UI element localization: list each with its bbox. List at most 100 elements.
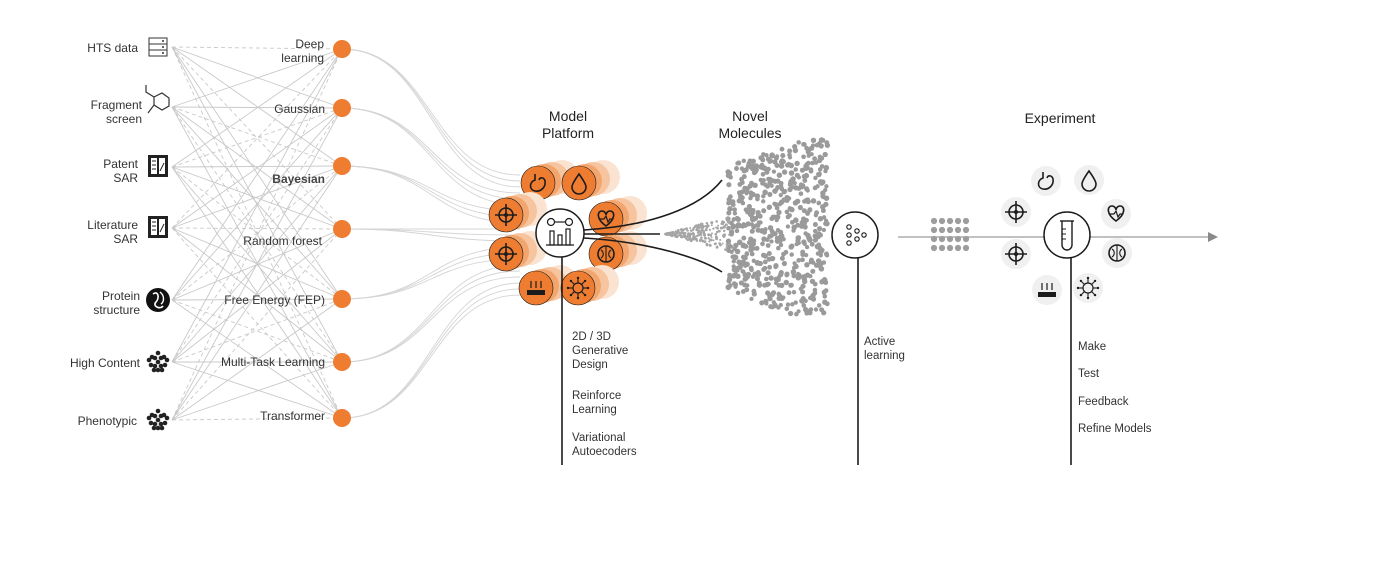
virus-spike-tip bbox=[566, 286, 570, 290]
molecule-dot bbox=[816, 303, 822, 308]
molecule-dot bbox=[776, 295, 783, 302]
cell-dot bbox=[159, 367, 165, 373]
molecule-dot bbox=[769, 152, 775, 158]
stomach-icon-bubble bbox=[1031, 166, 1061, 196]
cell-dot bbox=[152, 355, 158, 361]
heart-icon bbox=[1107, 205, 1125, 222]
molecule-dot bbox=[805, 188, 810, 193]
molecule-dot bbox=[767, 159, 772, 164]
molecule-dot bbox=[732, 211, 738, 216]
model-curve bbox=[341, 228, 521, 236]
molecule-dot bbox=[807, 295, 813, 301]
molecule-dot bbox=[765, 243, 771, 248]
model-label-fep: Free Energy (FEP) bbox=[224, 293, 325, 307]
cell-dot bbox=[158, 413, 164, 419]
molecule-dot bbox=[804, 272, 811, 278]
spray-dot bbox=[724, 248, 727, 251]
cells-icon bbox=[146, 408, 170, 431]
target-icon bbox=[1005, 243, 1027, 265]
molecule-dot bbox=[772, 303, 778, 309]
model-label-transformer: Transformer bbox=[260, 409, 325, 423]
bubble-bg bbox=[1074, 165, 1104, 195]
page-left bbox=[151, 219, 157, 235]
molecule-dot bbox=[782, 188, 788, 194]
connection-line bbox=[171, 165, 343, 421]
queue-dot bbox=[954, 217, 962, 225]
molecule-dot bbox=[760, 241, 765, 247]
molecule-dot bbox=[787, 152, 792, 158]
molecule-dot bbox=[812, 221, 818, 228]
molecule-dot bbox=[814, 142, 820, 148]
queue-dot bbox=[938, 217, 946, 225]
molecule-dot bbox=[823, 187, 828, 193]
molecule-dot bbox=[792, 180, 797, 186]
spray-dot bbox=[728, 233, 731, 236]
queue-dot bbox=[946, 235, 954, 243]
network-node bbox=[846, 240, 852, 246]
document-icon bbox=[148, 216, 168, 238]
cell-dot bbox=[146, 357, 152, 363]
molecule-dot bbox=[783, 249, 789, 255]
spray-dot bbox=[700, 229, 703, 232]
molecule-dot bbox=[795, 222, 801, 228]
network-node bbox=[854, 236, 860, 242]
spray-dot bbox=[705, 242, 709, 246]
connection-line bbox=[171, 361, 343, 421]
network-connections bbox=[171, 46, 343, 421]
connection-line bbox=[171, 165, 343, 168]
source-label-fragment: Fragment screen bbox=[60, 98, 142, 126]
active-learning-circle bbox=[831, 211, 879, 259]
connection-line bbox=[171, 107, 343, 421]
network-node bbox=[846, 224, 852, 230]
molecule-dot bbox=[800, 251, 806, 258]
molecule-dot bbox=[798, 191, 804, 197]
cell-dot bbox=[158, 363, 164, 369]
connection-line bbox=[171, 106, 343, 167]
spray-dot bbox=[724, 223, 728, 227]
molecule-dot bbox=[765, 166, 771, 172]
virus-spike-tip bbox=[569, 293, 573, 297]
queue-dot bbox=[938, 244, 946, 252]
graph-line bbox=[159, 223, 165, 233]
molecule-dot bbox=[782, 170, 788, 175]
molecule-dot bbox=[751, 170, 757, 176]
virus-spike-tip bbox=[569, 279, 573, 283]
spray-dot bbox=[683, 235, 686, 238]
molecule-dot bbox=[749, 217, 755, 222]
virus-spike-tip bbox=[1079, 293, 1083, 297]
molecule-dot bbox=[730, 223, 737, 229]
spray-dot bbox=[712, 239, 715, 242]
molecule-dot bbox=[802, 178, 808, 183]
molecule-dot bbox=[774, 162, 780, 168]
molecule-dot bbox=[796, 140, 801, 145]
molecule-dot bbox=[787, 186, 793, 193]
molecule-dot bbox=[749, 251, 755, 257]
connection-line bbox=[171, 298, 343, 421]
queue-dot bbox=[938, 235, 946, 243]
assay-plate-icon-bubble bbox=[1032, 275, 1062, 305]
molecule-dot bbox=[803, 165, 809, 172]
cell-dot bbox=[158, 421, 164, 427]
source-label-high-content: High Content bbox=[69, 356, 140, 370]
spray-dot bbox=[719, 243, 722, 247]
connection-line bbox=[171, 228, 343, 363]
connection-line bbox=[171, 46, 343, 167]
model-curve bbox=[341, 270, 521, 363]
cell-dot bbox=[151, 425, 157, 431]
experiment-cluster bbox=[1001, 165, 1132, 305]
step-test: Test bbox=[1078, 368, 1100, 380]
virus-spike-tip bbox=[1086, 276, 1090, 280]
molecule-dot bbox=[779, 158, 785, 164]
molecule-dot bbox=[775, 237, 781, 243]
molecule-dot bbox=[802, 224, 808, 230]
molecule-dot bbox=[820, 247, 825, 253]
molecule-dot bbox=[806, 148, 812, 153]
molecule-dot bbox=[734, 166, 739, 171]
virus-spike bbox=[581, 281, 585, 285]
connection-line bbox=[171, 107, 343, 229]
molecule-dot bbox=[760, 157, 766, 163]
badge-circle bbox=[588, 201, 624, 237]
spray-dot bbox=[677, 234, 680, 237]
molecule-dot bbox=[771, 169, 777, 174]
